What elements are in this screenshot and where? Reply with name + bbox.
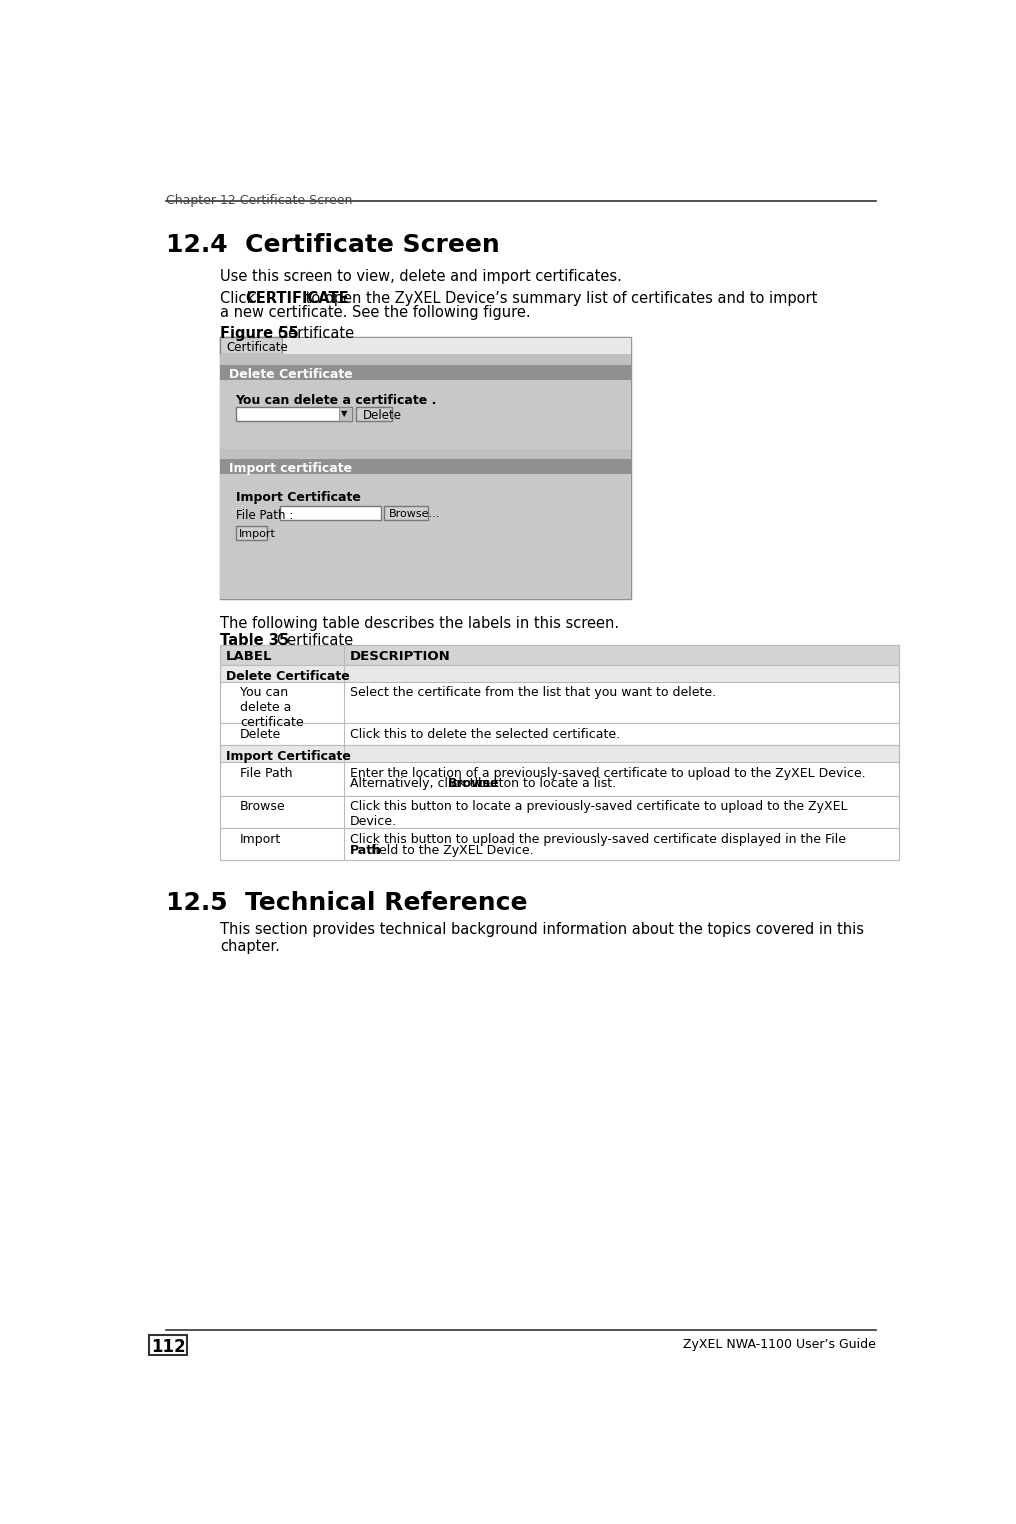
Bar — [220, 681, 899, 724]
Text: LABEL: LABEL — [227, 649, 272, 663]
Text: File Path: File Path — [240, 767, 293, 780]
Text: ▼: ▼ — [341, 410, 347, 418]
Bar — [220, 762, 899, 796]
Bar — [280, 506, 381, 520]
Bar — [220, 474, 631, 599]
Bar — [220, 364, 631, 379]
Bar — [220, 337, 282, 354]
Bar — [220, 354, 631, 364]
Bar — [236, 526, 266, 539]
Bar — [220, 828, 899, 861]
Text: Import: Import — [240, 832, 281, 846]
Text: ZyXEL NWA-1100 User’s Guide: ZyXEL NWA-1100 User’s Guide — [683, 1338, 876, 1350]
Text: Figure 55: Figure 55 — [220, 326, 299, 341]
Bar — [220, 459, 631, 474]
Bar — [220, 664, 899, 681]
Bar — [148, 1335, 187, 1355]
Text: Click: Click — [220, 291, 260, 306]
Text: This section provides technical background information about the topics covered : This section provides technical backgrou… — [220, 922, 864, 954]
Text: button to locate a list.: button to locate a list. — [474, 777, 617, 791]
Text: 12.5  Technical Reference: 12.5 Technical Reference — [166, 892, 527, 916]
Text: File Path :: File Path : — [236, 509, 293, 521]
Text: Import Certificate: Import Certificate — [236, 491, 361, 504]
Bar — [220, 354, 631, 599]
Text: You can
delete a
certificate: You can delete a certificate — [240, 686, 304, 730]
Text: Click this to delete the selected certificate.: Click this to delete the selected certif… — [351, 728, 621, 741]
Bar — [384, 506, 428, 520]
Bar — [220, 645, 899, 664]
Bar — [220, 337, 631, 599]
Bar — [357, 407, 392, 421]
Text: Click this button to upload the previously-saved certificate displayed in the Fi: Click this button to upload the previous… — [351, 832, 846, 846]
Text: to open the ZyXEL Device’s summary list of certificates and to import: to open the ZyXEL Device’s summary list … — [302, 291, 818, 306]
Text: Import Certificate: Import Certificate — [227, 750, 352, 762]
Text: Select the certificate from the list that you want to delete.: Select the certificate from the list tha… — [351, 686, 716, 700]
Bar — [236, 407, 352, 421]
Text: DESCRIPTION: DESCRIPTION — [351, 649, 451, 663]
Text: Delete Certificate: Delete Certificate — [230, 367, 353, 381]
Bar — [220, 724, 899, 745]
Text: Enter the location of a previously-saved certificate to upload to the ZyXEL Devi: Enter the location of a previously-saved… — [351, 767, 866, 780]
Text: field to the ZyXEL Device.: field to the ZyXEL Device. — [367, 844, 533, 856]
Text: Delete: Delete — [363, 410, 401, 422]
Text: 112: 112 — [150, 1338, 185, 1356]
Text: Browse: Browse — [240, 800, 285, 814]
Text: Browse...: Browse... — [389, 509, 440, 518]
Text: Alternatively, click the: Alternatively, click the — [351, 777, 495, 791]
Text: Path: Path — [351, 844, 382, 856]
Bar — [220, 796, 899, 828]
Text: Table 35: Table 35 — [220, 632, 290, 648]
Bar — [220, 450, 631, 459]
Text: Delete: Delete — [240, 728, 281, 741]
Text: Import certificate: Import certificate — [230, 462, 353, 474]
Text: You can delete a certificate .: You can delete a certificate . — [236, 393, 437, 407]
Text: Certificate: Certificate — [262, 632, 353, 648]
Text: CERTIFICATE: CERTIFICATE — [246, 291, 350, 306]
Text: Browse: Browse — [448, 777, 500, 791]
Text: Import: Import — [239, 529, 275, 538]
Text: a new certificate. See the following figure.: a new certificate. See the following fig… — [220, 305, 530, 320]
Bar — [220, 745, 899, 762]
Text: The following table describes the labels in this screen.: The following table describes the labels… — [220, 616, 619, 631]
Bar — [220, 379, 631, 450]
Text: 12.4  Certificate Screen: 12.4 Certificate Screen — [166, 233, 500, 258]
Text: Certificate: Certificate — [264, 326, 355, 341]
Text: Certificate: Certificate — [227, 341, 288, 354]
Text: Use this screen to view, delete and import certificates.: Use this screen to view, delete and impo… — [220, 270, 622, 283]
Bar — [339, 407, 352, 421]
Text: Click this button to locate a previously-saved certificate to upload to the ZyXE: Click this button to locate a previously… — [351, 800, 847, 829]
Text: Chapter 12 Certificate Screen: Chapter 12 Certificate Screen — [166, 194, 353, 207]
Bar — [282, 337, 631, 354]
Text: Delete Certificate: Delete Certificate — [227, 669, 350, 683]
